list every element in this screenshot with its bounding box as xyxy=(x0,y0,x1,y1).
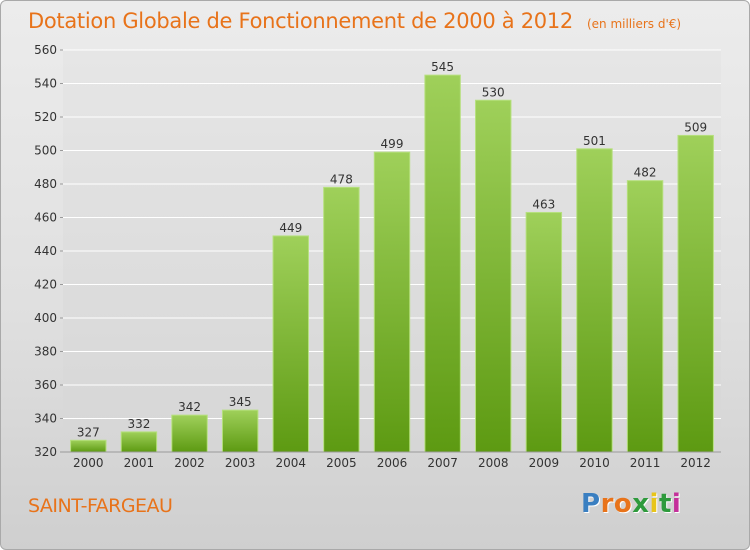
y-tick-label: 360 xyxy=(34,378,57,392)
logo-letter: r xyxy=(600,489,614,519)
data-labels: 327 332 342 345 449 478 499 545 530 463 501 482 509 xyxy=(77,60,707,439)
x-tick-label: 2008 xyxy=(478,456,509,470)
bar xyxy=(525,211,563,453)
data-label: 342 xyxy=(178,400,201,414)
data-label: 345 xyxy=(229,395,252,409)
chart-title: Dotation Globale de Fonctionnement de 20… xyxy=(28,9,681,33)
chart-title-text: Dotation Globale de Fonctionnement de 20… xyxy=(28,9,573,33)
data-label: 482 xyxy=(634,166,657,180)
bar xyxy=(475,99,512,453)
x-tick-label: 2011 xyxy=(630,456,661,470)
x-tick-label: 2006 xyxy=(377,456,408,470)
y-tick-label: 480 xyxy=(34,177,57,191)
x-tick-label: 2004 xyxy=(275,456,306,470)
bar xyxy=(171,414,208,453)
x-tick-label: 2005 xyxy=(326,456,357,470)
data-label: 327 xyxy=(77,425,100,439)
commune-name: SAINT-FARGEAU xyxy=(28,495,173,517)
y-tick-label: 320 xyxy=(34,445,57,459)
data-label: 501 xyxy=(583,134,606,148)
proxiti-logo: Proxiti xyxy=(581,489,681,519)
logo-letter: o xyxy=(613,489,633,519)
y-tick-label: 400 xyxy=(34,311,57,325)
x-tick-label: 2000 xyxy=(73,456,104,470)
y-tick-label: 380 xyxy=(34,345,57,359)
x-tick-label: 2002 xyxy=(174,456,205,470)
logo-letter: P xyxy=(581,489,601,519)
y-axis-ticks: 320 340 360 380 400 420 440 460 480 500 520 540 560 xyxy=(34,43,63,459)
x-tick-label: 2003 xyxy=(225,456,256,470)
data-label: 509 xyxy=(684,120,707,134)
unit-note: (en milliers d'€) xyxy=(586,17,682,31)
data-label: 530 xyxy=(482,85,505,99)
data-label: 463 xyxy=(532,197,555,211)
bar xyxy=(626,180,664,453)
y-tick-label: 540 xyxy=(34,77,57,91)
x-tick-label: 2010 xyxy=(579,456,610,470)
data-label: 545 xyxy=(431,60,454,74)
bar xyxy=(221,409,259,453)
bar xyxy=(323,186,360,453)
bar xyxy=(373,151,411,453)
bar xyxy=(424,74,461,453)
data-label: 478 xyxy=(330,172,353,186)
bar xyxy=(70,439,107,453)
y-tick-label: 460 xyxy=(34,211,57,225)
x-tick-label: 2012 xyxy=(680,456,711,470)
logo-letter: i xyxy=(671,489,682,519)
x-tick-label: 2001 xyxy=(124,456,155,470)
bar xyxy=(120,431,158,453)
y-tick-label: 440 xyxy=(34,244,57,258)
data-label: 499 xyxy=(381,137,404,151)
y-tick-label: 420 xyxy=(34,278,57,292)
y-tick-label: 520 xyxy=(34,110,57,124)
logo-letter: t xyxy=(658,489,672,519)
logo-letter: i xyxy=(649,489,659,519)
bar xyxy=(576,148,613,453)
data-label: 332 xyxy=(127,417,150,431)
bar xyxy=(677,134,714,453)
y-tick-label: 500 xyxy=(34,144,57,158)
x-axis-ticks: 2000 2001 2002 2003 2004 2005 2006 2007 2008 2009… xyxy=(73,456,711,470)
y-tick-label: 340 xyxy=(34,412,57,426)
x-tick-label: 2007 xyxy=(427,456,458,470)
x-tick-label: 2009 xyxy=(529,456,560,470)
y-tick-label: 560 xyxy=(34,43,57,57)
logo-letter: x xyxy=(632,489,650,519)
bars xyxy=(70,74,714,453)
bar xyxy=(272,235,309,453)
data-label: 449 xyxy=(279,221,302,235)
